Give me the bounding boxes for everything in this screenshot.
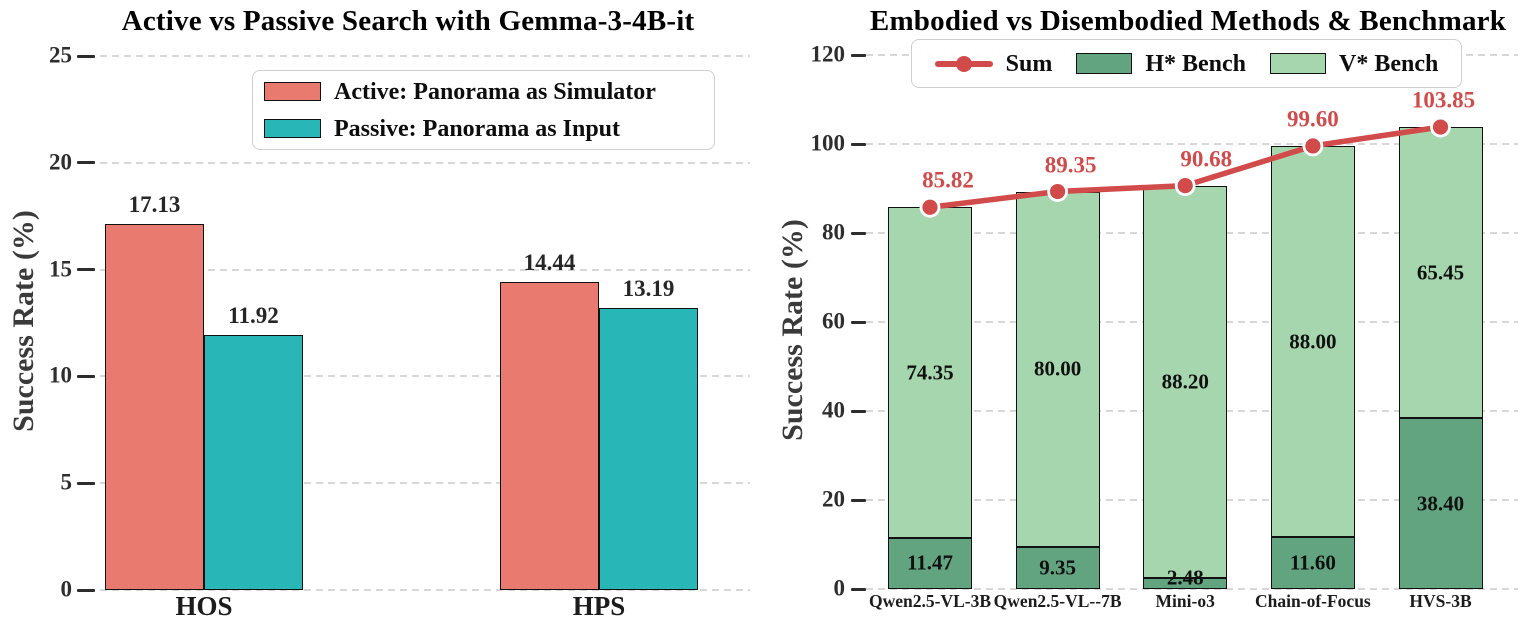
bar-segment-h-bench-mini-o3: [1143, 577, 1228, 589]
segment-value-h-bench-qwen2-5-vl-3b: 11.47: [906, 550, 954, 575]
y-tick-mark: [851, 53, 866, 57]
bar-passive-hos: [204, 335, 303, 590]
y-tick-mark: [77, 374, 95, 378]
bar-segment-h-bench-chain-of-focus: [1270, 537, 1355, 589]
legend-line-marker: [955, 55, 972, 72]
legend-swatch-h-bench: [1076, 53, 1133, 74]
legend-entry-sum: Sum: [934, 50, 1053, 77]
y-tick-label: 25: [49, 42, 72, 68]
legend: Active: Panorama as Simulator Passive: Pa…: [252, 70, 715, 150]
gridline: [88, 482, 750, 485]
y-tick-mark: [851, 409, 866, 413]
x-tick-label-hvs-3b: HVS-3B: [1409, 591, 1472, 611]
sum-value-label-qwen2-5-vl-7b: 89.35: [1044, 152, 1097, 178]
x-tick-label-qwen2-5-vl-7b: Qwen2.5-VL--7B: [993, 591, 1122, 611]
y-tick-mark: [77, 588, 95, 592]
x-tick-label-hps: HPS: [572, 591, 626, 621]
gridline: [88, 268, 750, 271]
x-tick-label-hos: HOS: [175, 591, 233, 621]
segment-value-h-bench-qwen2-5-vl-7b: 9.35: [1039, 555, 1076, 580]
chart-title: Active vs Passive Search with Gemma-3-4B…: [121, 5, 695, 37]
bar-segment-v-bench-chain-of-focus: [1270, 145, 1355, 538]
y-tick-label: 60: [822, 308, 845, 334]
legend-label: Passive: Panorama as Input: [334, 115, 621, 142]
legend-swatch-v-bench: [1270, 53, 1327, 74]
y-tick-label: 20: [49, 149, 72, 175]
bar-segment-h-bench-hvs-3b: [1398, 418, 1483, 589]
value-label-hps: 14.44: [523, 249, 576, 275]
legend-entry-h-bench: H* Bench: [1076, 52, 1246, 76]
sum-value-label-hvs-3b: 103.85: [1411, 87, 1476, 113]
gridline: [88, 55, 750, 57]
legend-swatch-active: [264, 82, 321, 101]
value-label-hos: 17.13: [128, 192, 181, 218]
value-label-hps: 13.19: [622, 276, 675, 302]
bar-active-hps: [500, 281, 599, 590]
y-tick-mark: [77, 481, 95, 485]
y-tick-mark: [851, 142, 866, 146]
y-tick-mark: [851, 231, 866, 235]
bar-segment-h-bench-qwen2-5-vl-7b: [1015, 547, 1100, 589]
legend-label: H* Bench: [1145, 50, 1247, 77]
y-tick-label: 40: [822, 397, 845, 423]
legend-label: V* Bench: [1339, 50, 1439, 77]
bar-segment-v-bench-qwen2-5-vl-7b: [1015, 191, 1100, 548]
legend-label: Sum: [1005, 50, 1053, 77]
segment-value-v-bench-qwen2-5-vl-7b: 80.00: [1033, 356, 1082, 381]
segment-value-h-bench-hvs-3b: 38.40: [1416, 491, 1465, 516]
chart-title: Embodied vs Disembodied Methods & Benchm…: [869, 5, 1507, 37]
y-tick-label: 100: [810, 130, 846, 156]
legend: Sum H* Bench V* Bench: [911, 39, 1462, 88]
y-tick-mark: [851, 320, 866, 324]
x-tick-label-mini-o3: Mini-o3: [1155, 591, 1215, 611]
legend-entry-v-bench: V* Bench: [1270, 52, 1438, 76]
segment-value-h-bench-chain-of-focus: 11.60: [1289, 550, 1336, 575]
y-tick-label: 0: [833, 575, 846, 601]
y-tick-label: 120: [810, 41, 846, 67]
sum-value-label-mini-o3: 90.68: [1180, 146, 1233, 172]
sum-value-label-chain-of-focus: 99.60: [1287, 106, 1339, 132]
x-tick-label-chain-of-focus: Chain-of-Focus: [1255, 591, 1371, 611]
legend-entry-active: Active: Panorama as Simulator: [264, 80, 714, 104]
segment-value-v-bench-qwen2-5-vl-3b: 74.35: [906, 360, 954, 385]
bar-segment-h-bench-qwen2-5-vl-3b: [888, 537, 972, 589]
x-tick-label-qwen2-5-vl-3b: Qwen2.5-VL-3B: [868, 591, 992, 611]
y-tick-mark: [851, 587, 866, 591]
legend-label: Active: Panorama as Simulator: [334, 78, 656, 105]
y-tick-label: 10: [49, 362, 72, 388]
legend-swatch-passive: [264, 119, 321, 138]
y-tick-mark: [77, 268, 95, 272]
sum-value-label-qwen2-5-vl-3b: 85.82: [922, 167, 974, 193]
gridline: [88, 589, 750, 591]
segment-value-v-bench-chain-of-focus: 88.00: [1289, 329, 1337, 354]
y-tick-mark: [851, 498, 866, 502]
value-label-hos: 11.92: [228, 303, 279, 329]
y-tick-label: 5: [60, 469, 73, 495]
bar-segment-v-bench-mini-o3: [1143, 185, 1228, 578]
segment-value-h-bench-mini-o3: 2.48: [1166, 565, 1204, 590]
y-tick-label: 80: [822, 219, 845, 245]
y-tick-label: 0: [60, 576, 73, 602]
y-tick-label: 15: [49, 256, 72, 282]
legend-line-swatch: [934, 53, 993, 75]
y-tick-mark: [77, 54, 95, 58]
gridline: [88, 375, 750, 378]
gridline: [88, 161, 750, 164]
segment-value-v-bench-hvs-3b: 65.45: [1416, 260, 1465, 285]
bar-passive-hps: [599, 308, 698, 590]
y-tick-mark: [77, 161, 95, 165]
bar-segment-v-bench-qwen2-5-vl-3b: [888, 207, 972, 538]
bar-active-hos: [105, 224, 204, 590]
legend-entry-passive: Passive: Panorama as Input: [264, 117, 714, 141]
segment-value-v-bench-mini-o3: 88.20: [1161, 369, 1209, 394]
gridline: [866, 588, 1518, 590]
y-tick-label: 20: [822, 486, 845, 512]
